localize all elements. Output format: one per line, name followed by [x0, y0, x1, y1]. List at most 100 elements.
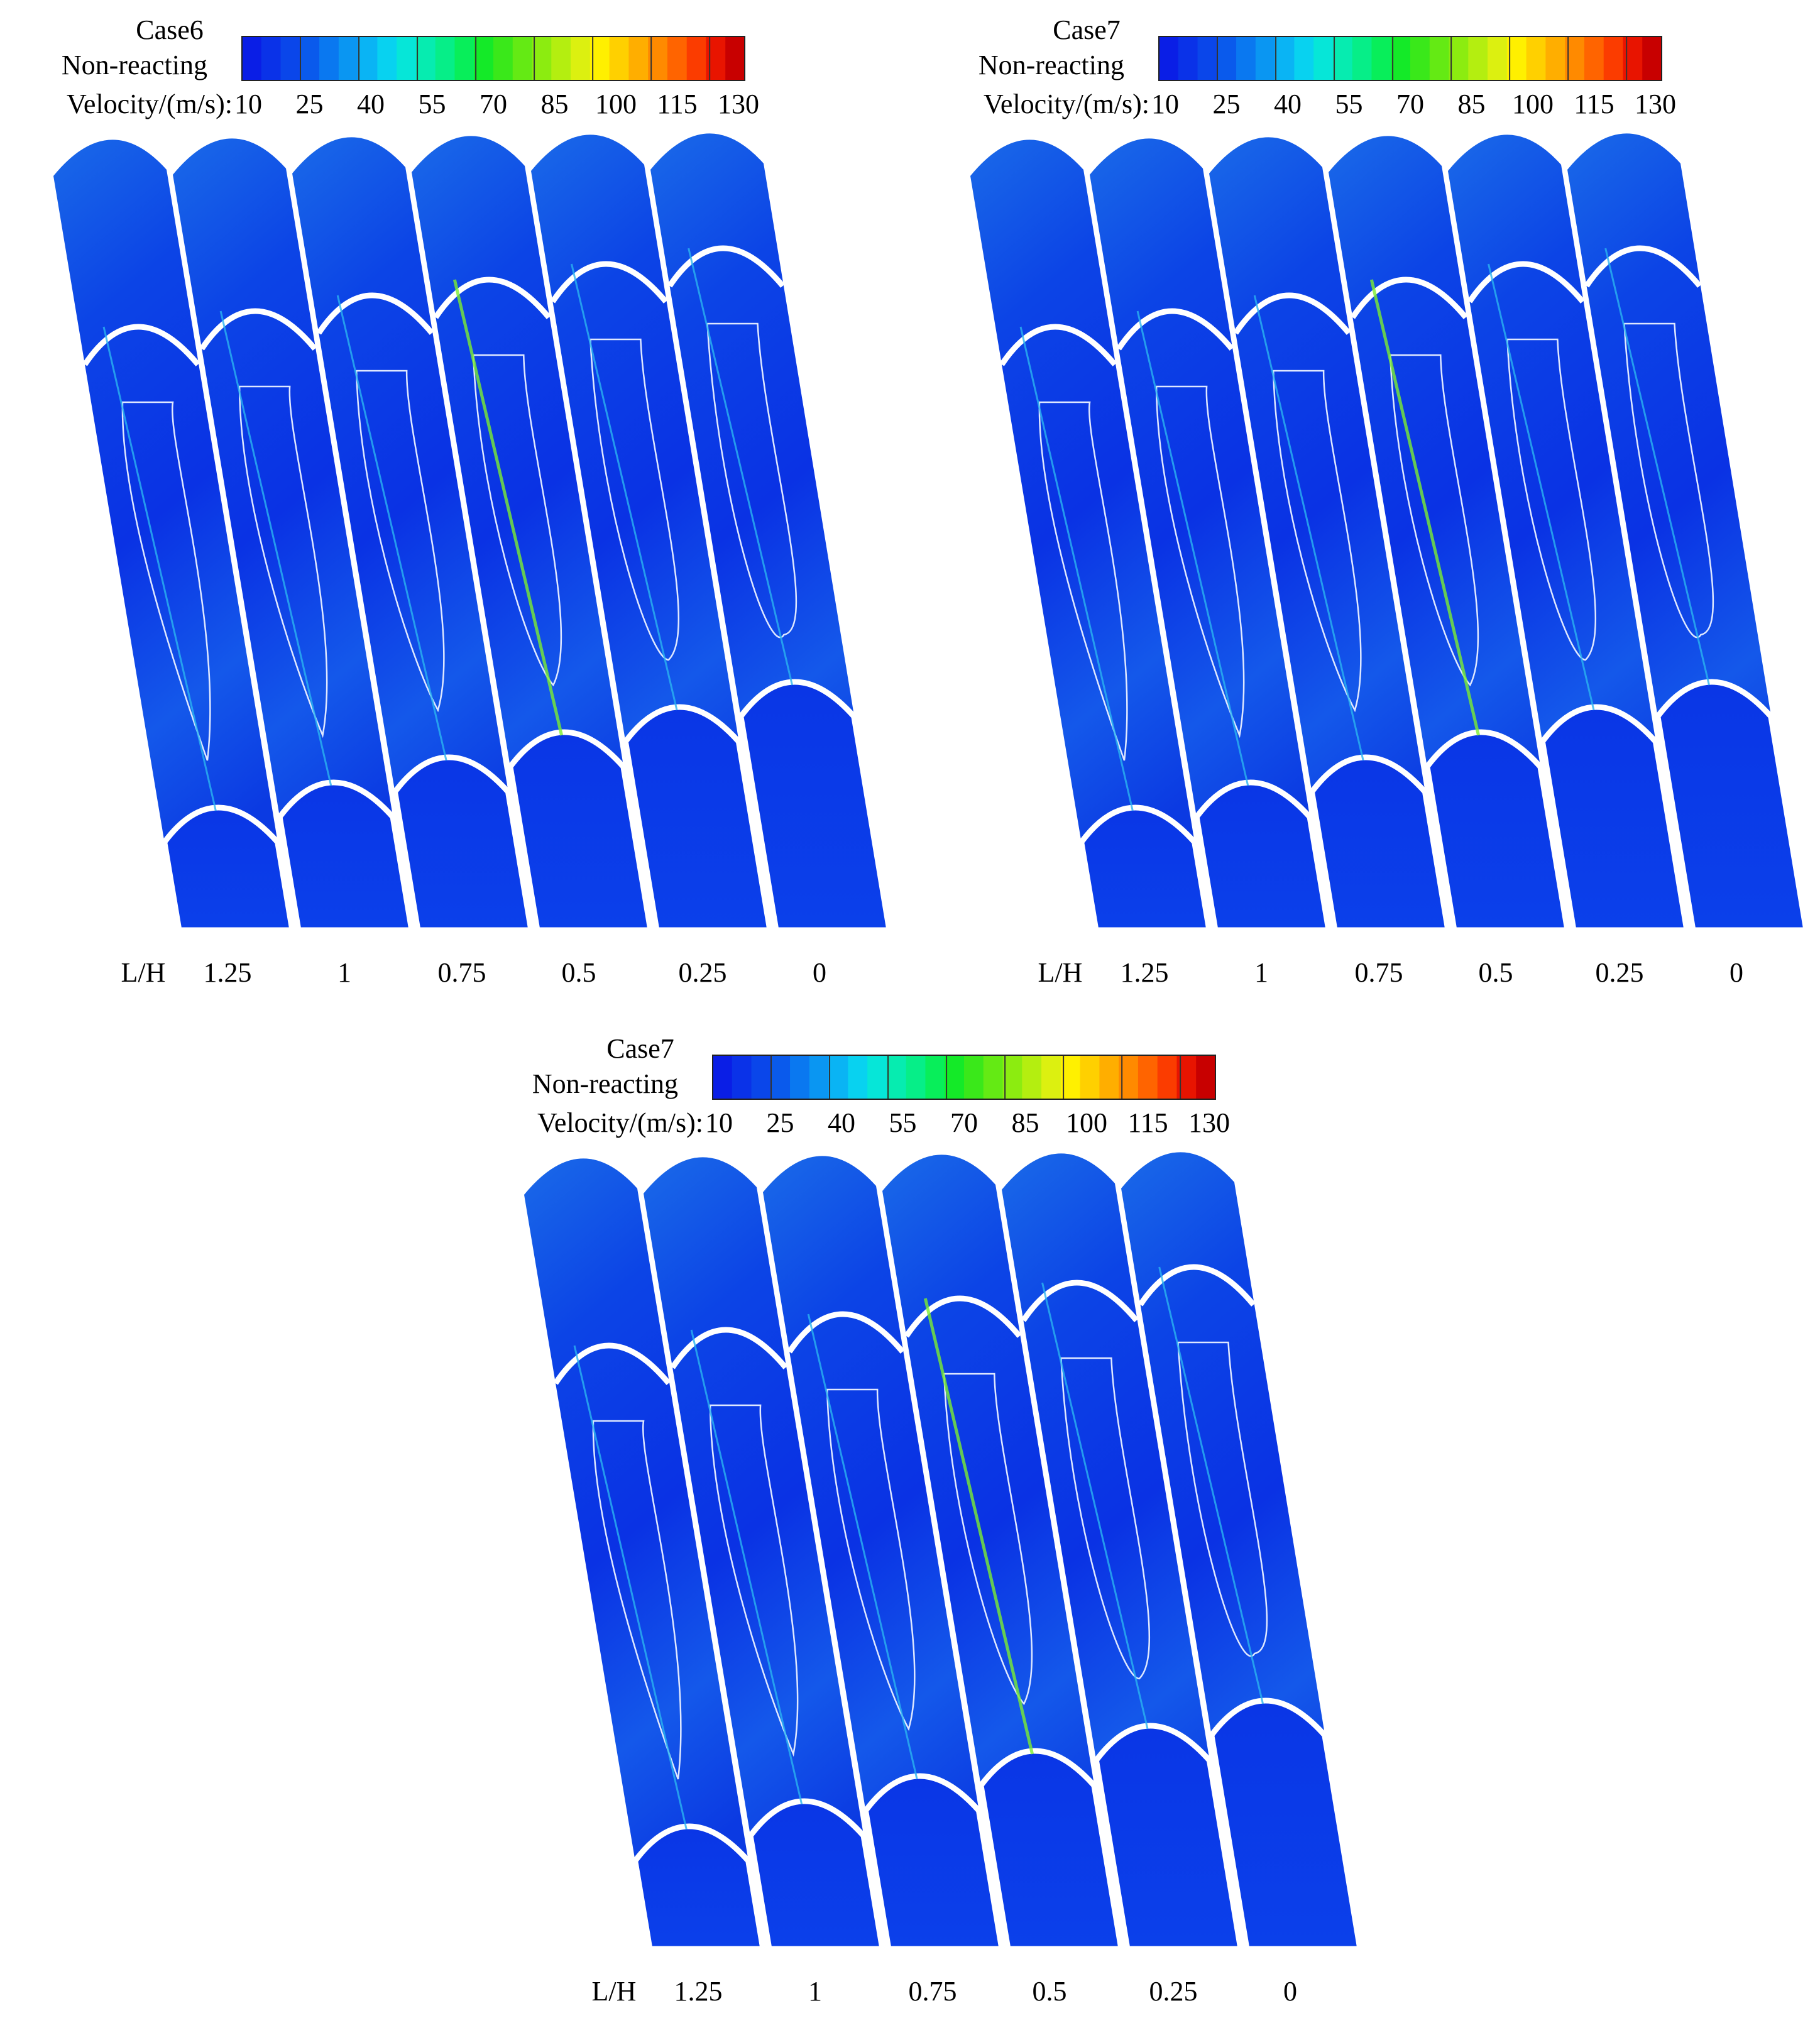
contour-slice — [292, 137, 535, 933]
colorbar-cell — [1410, 36, 1430, 80]
colorbar-cell — [1196, 1055, 1216, 1099]
colorbar-tick-label: 70 — [480, 89, 507, 119]
slice-field — [763, 1156, 1002, 1949]
colorbar-cell — [790, 1055, 810, 1099]
case-title: Case6 — [136, 14, 204, 45]
recirculation-contour — [1177, 1341, 1268, 1657]
colorbar-tick-label: 85 — [1012, 1107, 1039, 1138]
colorbar-tick-label: 115 — [1574, 89, 1614, 119]
colorbar-frame — [241, 36, 745, 81]
lower-wall — [1209, 1697, 1364, 1952]
jet-streak — [1041, 1282, 1149, 1730]
colorbar-tick-label: 55 — [889, 1107, 917, 1138]
colorbar-cell — [1332, 36, 1353, 80]
jet-streak — [102, 326, 217, 811]
quantity-label: Velocity/(m/s): — [537, 1107, 703, 1138]
slice-label: 0.5 — [1479, 957, 1513, 988]
lower-wall — [161, 804, 296, 933]
slice-field — [1090, 138, 1329, 930]
colorbar-cell — [686, 36, 706, 80]
colorbar-cell — [1217, 36, 1237, 80]
colorbar-cell — [964, 1055, 984, 1099]
condition: Non-reacting — [979, 50, 1124, 80]
colorbar-cell — [886, 1055, 907, 1099]
upper-wall — [1138, 1264, 1256, 1307]
slice-label: 1.25 — [674, 1976, 723, 2007]
slice-label: 0.5 — [1033, 1976, 1067, 2007]
colorbar-cell — [1623, 36, 1643, 80]
slice-label: 1.25 — [1121, 957, 1169, 988]
lower-wall — [1308, 754, 1452, 933]
recirculation-contour — [1389, 354, 1479, 687]
slice-field — [173, 138, 412, 930]
colorbar-tick-label: 40 — [357, 89, 385, 119]
colorbar-tick-label: 115 — [1127, 1107, 1168, 1138]
case-title: Case7 — [606, 1033, 674, 1064]
lower-wall — [978, 1748, 1125, 1952]
colorbar-cell — [667, 36, 688, 80]
colorbar-cell — [1275, 36, 1295, 80]
slice-label: 1 — [1254, 957, 1268, 988]
colorbar-cell — [906, 1055, 926, 1099]
contour-slice — [173, 138, 415, 933]
upper-wall — [787, 1311, 905, 1354]
upper-wall — [553, 1342, 671, 1385]
colorbar-tick-label: 40 — [1274, 89, 1302, 119]
recirculation-contour — [826, 1388, 916, 1731]
colorbar-cell — [770, 1055, 791, 1099]
colorbar-cell — [571, 36, 591, 80]
contour-slice — [1329, 136, 1571, 933]
recirculation-contour — [355, 370, 445, 713]
slice-field — [1329, 136, 1567, 930]
colorbar-cell — [338, 36, 359, 80]
colorbar-cell — [1138, 1055, 1158, 1099]
lower-wall — [1093, 1723, 1244, 1952]
slice-field — [1209, 137, 1448, 930]
colorbar-cell — [454, 36, 474, 80]
colorbar-cell — [1545, 36, 1565, 80]
colorbar-cell — [1468, 36, 1488, 80]
recirculation-contour — [1155, 385, 1245, 738]
colorbar-cell — [1255, 36, 1276, 80]
slice-label: 1.25 — [204, 957, 252, 988]
jet-streak — [219, 310, 332, 786]
colorbar-cell — [1488, 36, 1508, 80]
slice-label: 0.5 — [562, 957, 596, 988]
contour-slice — [1121, 1152, 1364, 1952]
lower-wall — [392, 754, 535, 933]
axis-label: L/H — [121, 957, 166, 988]
slice-field — [644, 1157, 882, 1949]
colorbar-tick-label: 70 — [1396, 89, 1424, 119]
contour-slice — [650, 133, 893, 933]
contour-slice — [644, 1157, 886, 1952]
colorbar-cell — [397, 36, 417, 80]
contour-slice — [1002, 1153, 1244, 1952]
recirculation-contour — [1060, 1357, 1151, 1680]
lower-wall — [1193, 779, 1332, 933]
colorbar-cell — [1584, 36, 1604, 80]
colorbar-frame — [712, 1055, 1216, 1100]
contour-slice — [1090, 138, 1332, 933]
colorbar-cell — [1002, 1055, 1022, 1099]
colorbar-tick-label: 85 — [1458, 89, 1486, 119]
contour-slice — [412, 136, 654, 933]
colorbar-tick-label: 100 — [1512, 89, 1554, 119]
colorbar-cell — [732, 1055, 752, 1099]
upper-wall — [433, 277, 551, 319]
colorbar-cell — [751, 1055, 771, 1099]
upper-wall — [1584, 245, 1702, 288]
slice-label: 0 — [1283, 1976, 1297, 2007]
jet-streak — [1488, 263, 1595, 711]
upper-wall — [199, 308, 317, 351]
colorbar-cell — [358, 36, 378, 80]
upper-wall — [1021, 1280, 1139, 1322]
colorbar-cell — [1099, 1055, 1119, 1099]
colorbar-cell — [809, 1055, 830, 1099]
colorbar-cell — [474, 36, 494, 80]
colorbar-tick-label: 70 — [950, 1107, 978, 1138]
lower-wall — [1078, 804, 1213, 933]
recirculation-contour — [1038, 401, 1128, 761]
colorbar-cell — [415, 36, 436, 80]
recirculation-contour — [238, 385, 328, 738]
